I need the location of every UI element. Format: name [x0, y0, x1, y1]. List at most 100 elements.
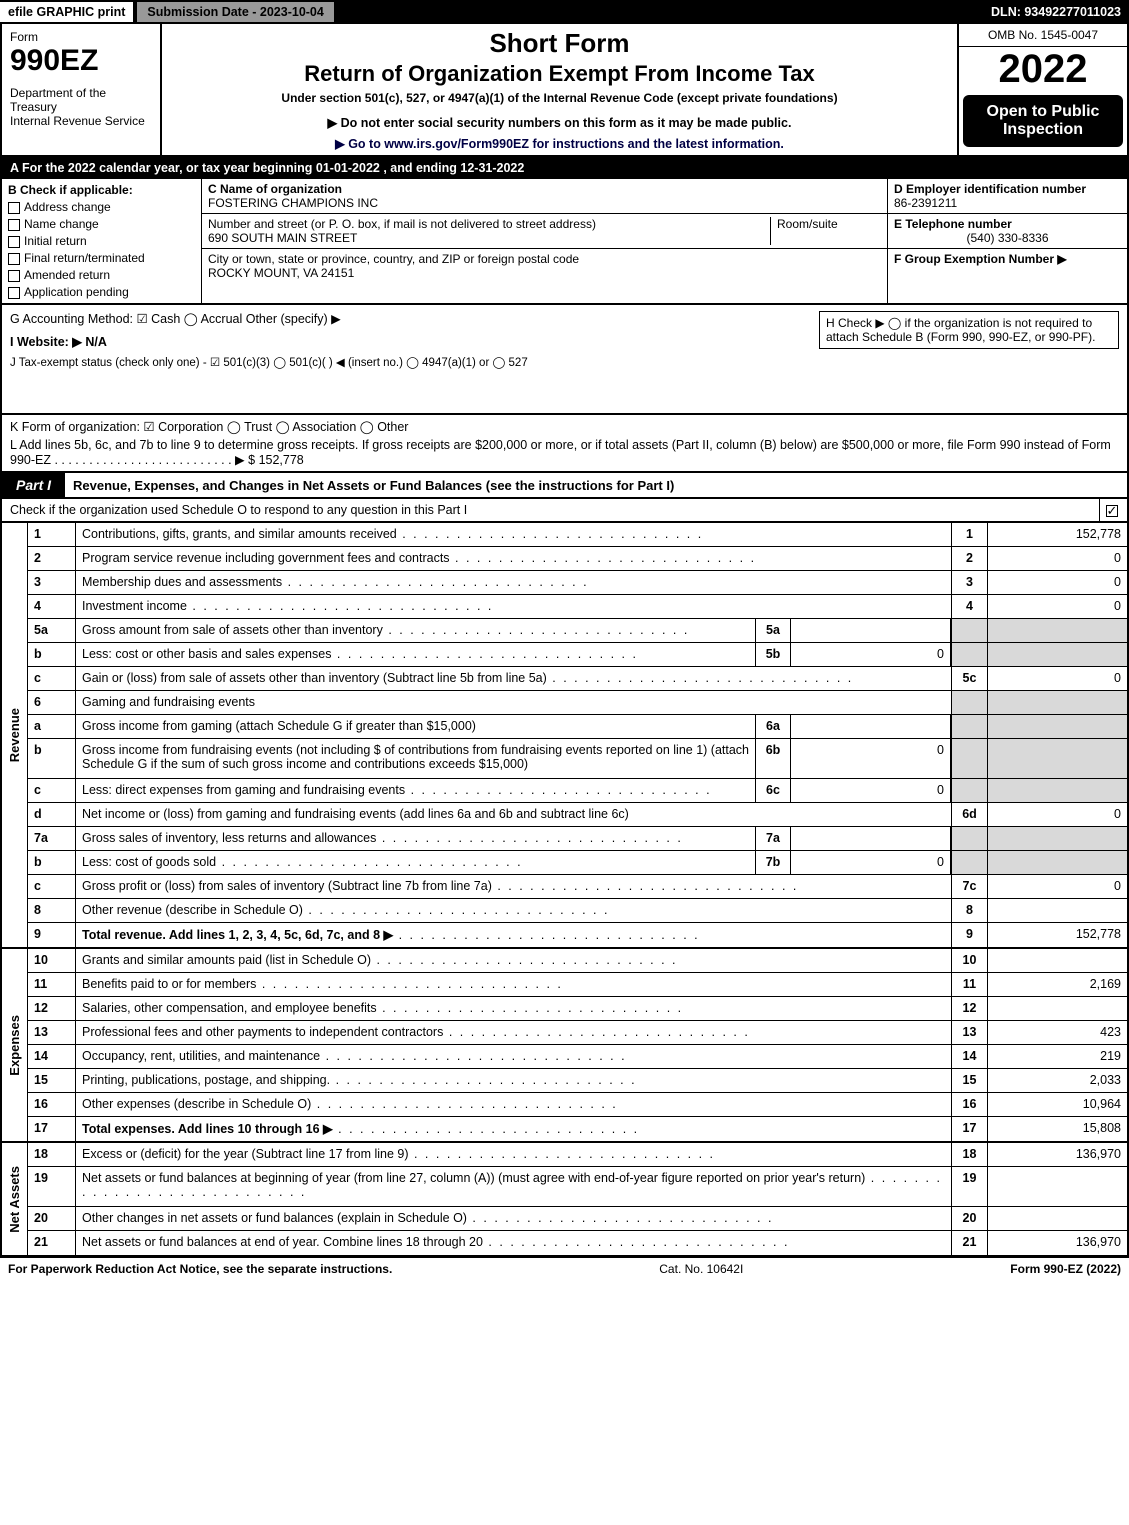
line-4: 4Investment income40 — [28, 595, 1127, 619]
schedule-o-check-row: Check if the organization used Schedule … — [0, 499, 1129, 523]
revenue-label: Revenue — [2, 523, 28, 947]
org-street: 690 SOUTH MAIN STREET — [208, 231, 764, 245]
line-6a: aGross income from gaming (attach Schedu… — [28, 715, 1127, 739]
line-5c: cGain or (loss) from sale of assets othe… — [28, 667, 1127, 691]
open-to-public: Open to Public Inspection — [963, 95, 1123, 147]
part-1-title: Revenue, Expenses, and Changes in Net As… — [65, 474, 682, 497]
line-14: 14Occupancy, rent, utilities, and mainte… — [28, 1045, 1127, 1069]
chk-address-change[interactable]: Address change — [8, 200, 195, 214]
line-6b: bGross income from fundraising events (n… — [28, 739, 1127, 779]
line-8: 8Other revenue (describe in Schedule O)8 — [28, 899, 1127, 923]
ein-value: 86-2391211 — [894, 196, 957, 210]
b-title: B Check if applicable: — [8, 183, 195, 197]
line-5b: bLess: cost or other basis and sales exp… — [28, 643, 1127, 667]
d-label: D Employer identification number — [894, 182, 1086, 196]
org-city: ROCKY MOUNT, VA 24151 — [208, 266, 881, 280]
net-assets-label: Net Assets — [2, 1143, 28, 1255]
line-5a: 5aGross amount from sale of assets other… — [28, 619, 1127, 643]
c-street-row: Number and street (or P. O. box, if mail… — [202, 214, 887, 249]
part-1-badge: Part I — [2, 473, 65, 497]
line-6d: dNet income or (loss) from gaming and fu… — [28, 803, 1127, 827]
chk-application-pending[interactable]: Application pending — [8, 285, 195, 299]
footer-form-ref: Form 990-EZ (2022) — [1010, 1262, 1121, 1276]
footer-cat-no: Cat. No. 10642I — [392, 1262, 1010, 1276]
line-20: 20Other changes in net assets or fund ba… — [28, 1207, 1127, 1231]
expenses-label: Expenses — [2, 949, 28, 1141]
phone-value: (540) 330-8336 — [894, 231, 1121, 245]
dln-label: DLN: 93492277011023 — [991, 5, 1129, 19]
chk-initial-return[interactable]: Initial return — [8, 234, 195, 248]
under-section: Under section 501(c), 527, or 4947(a)(1)… — [170, 91, 949, 105]
omb-number: OMB No. 1545-0047 — [959, 24, 1127, 47]
form-header: Form 990EZ Department of the Treasury In… — [0, 24, 1129, 157]
e-phone: E Telephone number (540) 330-8336 — [888, 214, 1127, 249]
line-16: 16Other expenses (describe in Schedule O… — [28, 1093, 1127, 1117]
l-gross-receipts: L Add lines 5b, 6c, and 7b to line 9 to … — [10, 438, 1119, 467]
chk-final-return[interactable]: Final return/terminated — [8, 251, 195, 265]
schedule-o-checkbox[interactable] — [1099, 499, 1127, 521]
line-17: 17Total expenses. Add lines 10 through 1… — [28, 1117, 1127, 1141]
line-12: 12Salaries, other compensation, and empl… — [28, 997, 1127, 1021]
goto-link[interactable]: ▶ Go to www.irs.gov/Form990EZ for instru… — [170, 136, 949, 151]
schedule-o-text: Check if the organization used Schedule … — [2, 499, 1099, 521]
line-18: 18Excess or (deficit) for the year (Subt… — [28, 1143, 1127, 1167]
line-1: 1Contributions, gifts, grants, and simil… — [28, 523, 1127, 547]
part-1-grid: Revenue 1Contributions, gifts, grants, a… — [0, 523, 1129, 1257]
col-c-name-address: C Name of organization FOSTERING CHAMPIO… — [202, 179, 887, 303]
chk-amended-return[interactable]: Amended return — [8, 268, 195, 282]
line-11: 11Benefits paid to or for members112,169 — [28, 973, 1127, 997]
submission-date: Submission Date - 2023-10-04 — [137, 2, 333, 22]
irs-link[interactable]: ▶ Go to www.irs.gov/Form990EZ for instru… — [335, 137, 784, 151]
j-tax-exempt-status: J Tax-exempt status (check only one) - ☑… — [10, 355, 1119, 369]
c-street-label: Number and street (or P. O. box, if mail… — [208, 217, 764, 231]
line-6c: cLess: direct expenses from gaming and f… — [28, 779, 1127, 803]
form-id-block: Form 990EZ Department of the Treasury In… — [2, 24, 162, 155]
d-ein: D Employer identification number 86-2391… — [888, 179, 1127, 214]
section-b-through-f: B Check if applicable: Address change Na… — [0, 179, 1129, 305]
e-label: E Telephone number — [894, 217, 1012, 231]
line-13: 13Professional fees and other payments t… — [28, 1021, 1127, 1045]
line-15: 15Printing, publications, postage, and s… — [28, 1069, 1127, 1093]
line-7c: cGross profit or (loss) from sales of in… — [28, 875, 1127, 899]
line-7b: bLess: cost of goods sold7b0 — [28, 851, 1127, 875]
section-g-h-i-j: G Accounting Method: ☑ Cash ◯ Accrual Ot… — [0, 305, 1129, 415]
c-name-label: C Name of organization — [208, 182, 881, 196]
line-19: 19Net assets or fund balances at beginni… — [28, 1167, 1127, 1207]
top-bar: efile GRAPHIC print Submission Date - 20… — [0, 0, 1129, 24]
efile-label: efile GRAPHIC print — [0, 2, 133, 22]
org-name: FOSTERING CHAMPIONS INC — [208, 196, 881, 210]
department-label: Department of the Treasury Internal Reve… — [10, 86, 152, 128]
part-1-header: Part I Revenue, Expenses, and Changes in… — [0, 473, 1129, 499]
ssn-note: ▶ Do not enter social security numbers o… — [170, 115, 949, 130]
revenue-section: Revenue 1Contributions, gifts, grants, a… — [2, 523, 1127, 947]
f-group-exemption: F Group Exemption Number ▶ — [888, 249, 1127, 303]
f-label: F Group Exemption Number ▶ — [894, 252, 1067, 266]
k-form-of-org: K Form of organization: ☑ Corporation ◯ … — [10, 419, 1119, 434]
line-21: 21Net assets or fund balances at end of … — [28, 1231, 1127, 1255]
form-word: Form — [10, 30, 152, 44]
expenses-section: Expenses 10Grants and similar amounts pa… — [2, 947, 1127, 1141]
c-city-label: City or town, state or province, country… — [208, 252, 881, 266]
tax-year: 2022 — [959, 47, 1127, 91]
net-assets-section: Net Assets 18Excess or (deficit) for the… — [2, 1141, 1127, 1255]
form-title-block: Short Form Return of Organization Exempt… — [162, 24, 957, 155]
chk-name-change[interactable]: Name change — [8, 217, 195, 231]
line-6: 6Gaming and fundraising events — [28, 691, 1127, 715]
line-9: 9Total revenue. Add lines 1, 2, 3, 4, 5c… — [28, 923, 1127, 947]
line-10: 10Grants and similar amounts paid (list … — [28, 949, 1127, 973]
room-suite-label: Room/suite — [771, 217, 881, 245]
row-a-tax-year: A For the 2022 calendar year, or tax yea… — [0, 157, 1129, 179]
page-footer: For Paperwork Reduction Act Notice, see … — [0, 1257, 1129, 1280]
short-form-title: Short Form — [170, 28, 949, 59]
form-meta-block: OMB No. 1545-0047 2022 Open to Public In… — [957, 24, 1127, 155]
form-number: 990EZ — [10, 44, 152, 78]
c-name-row: C Name of organization FOSTERING CHAMPIO… — [202, 179, 887, 214]
footer-left: For Paperwork Reduction Act Notice, see … — [8, 1262, 392, 1276]
section-k-l: K Form of organization: ☑ Corporation ◯ … — [0, 415, 1129, 473]
h-schedule-b-check: H Check ▶ ◯ if the organization is not r… — [819, 311, 1119, 349]
col-b-checkboxes: B Check if applicable: Address change Na… — [2, 179, 202, 303]
line-3: 3Membership dues and assessments30 — [28, 571, 1127, 595]
line-2: 2Program service revenue including gover… — [28, 547, 1127, 571]
line-7a: 7aGross sales of inventory, less returns… — [28, 827, 1127, 851]
return-title: Return of Organization Exempt From Incom… — [170, 61, 949, 87]
